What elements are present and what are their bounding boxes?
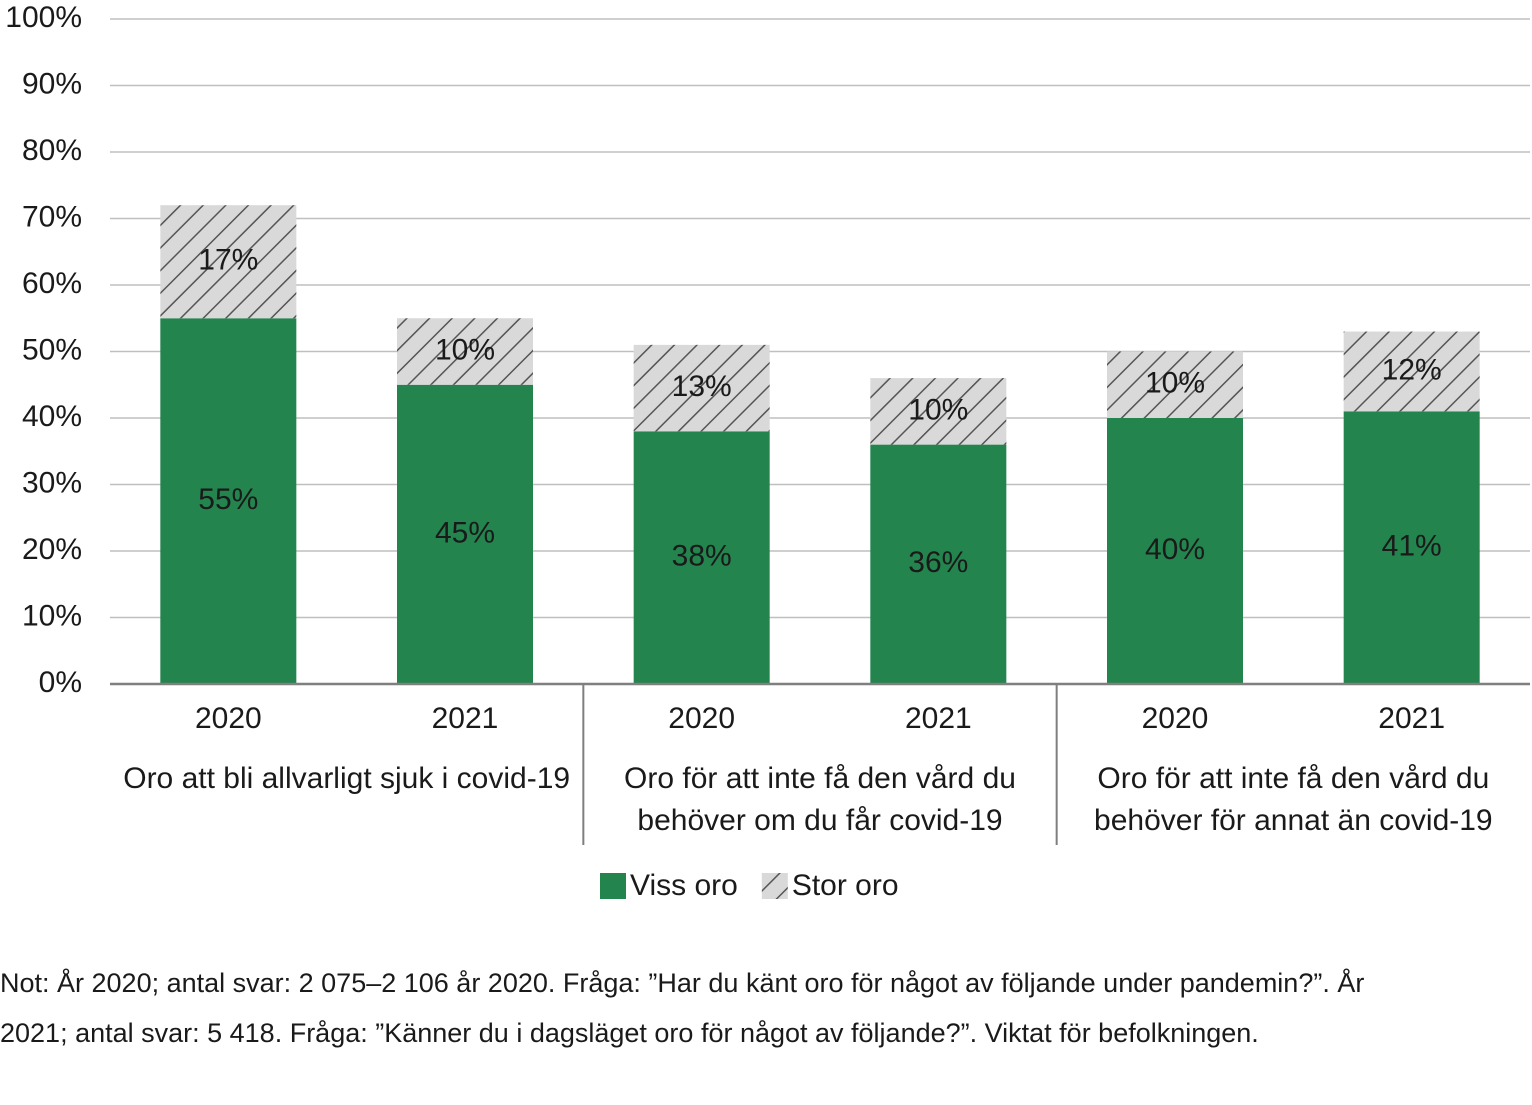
legend-swatch (600, 873, 626, 899)
value-label: 40% (1145, 533, 1205, 566)
value-label: 12% (1382, 353, 1442, 386)
y-tick-label: 30% (22, 466, 82, 499)
value-label: 10% (908, 393, 968, 426)
y-tick-label: 90% (22, 67, 82, 100)
value-label: 10% (1145, 367, 1205, 400)
bar-segment (633, 344, 770, 432)
bar-segment (160, 205, 297, 319)
group-label: Oro att bli allvarligt sjuk i covid-19 (123, 762, 571, 795)
y-tick-label: 20% (22, 533, 82, 566)
bar-segment (870, 444, 1007, 684)
x-tick-label: 2021 (905, 702, 972, 735)
legend-swatch (761, 873, 788, 899)
x-tick-label: 2020 (1142, 702, 1209, 735)
y-tick-label: 40% (22, 400, 82, 433)
bar-segment (1343, 331, 1480, 412)
y-tick-label: 100% (5, 1, 82, 34)
bar-segment (1343, 411, 1480, 684)
y-tick-label: 0% (39, 666, 82, 699)
group-label: Oro för att inte få den vård du behöver … (624, 762, 1016, 837)
value-label: 38% (672, 540, 732, 573)
bar-segment (160, 318, 297, 684)
value-label: 45% (435, 516, 495, 549)
x-tick-label: 2020 (195, 702, 262, 735)
bar-segment (1107, 351, 1243, 418)
legend-label: Viss oro (630, 869, 738, 902)
legend-label: Stor oro (792, 869, 899, 902)
bar-segment (397, 318, 533, 385)
value-label: 55% (198, 483, 258, 516)
bar-segment (870, 378, 1007, 445)
x-tick-label: 2020 (668, 702, 735, 735)
note: Not: År 2020; antal svar: 2 075–2 106 år… (0, 968, 1365, 1048)
value-label: 13% (672, 370, 732, 403)
value-label: 10% (435, 333, 495, 366)
y-tick-label: 50% (22, 333, 82, 366)
group-label: Oro för att inte få den vård du behöver … (1094, 762, 1493, 837)
x-tick-label: 2021 (1378, 702, 1445, 735)
x-tick-label: 2021 (432, 702, 499, 735)
value-label: 17% (198, 244, 258, 277)
bar-segment (1107, 418, 1243, 684)
y-tick-label: 10% (22, 599, 82, 632)
value-label: 41% (1382, 530, 1442, 563)
y-tick-label: 80% (22, 134, 82, 167)
value-label: 36% (908, 546, 968, 579)
y-tick-label: 70% (22, 200, 82, 233)
bar-segment (397, 384, 533, 684)
bar-segment (633, 431, 770, 684)
y-tick-label: 60% (22, 267, 82, 300)
